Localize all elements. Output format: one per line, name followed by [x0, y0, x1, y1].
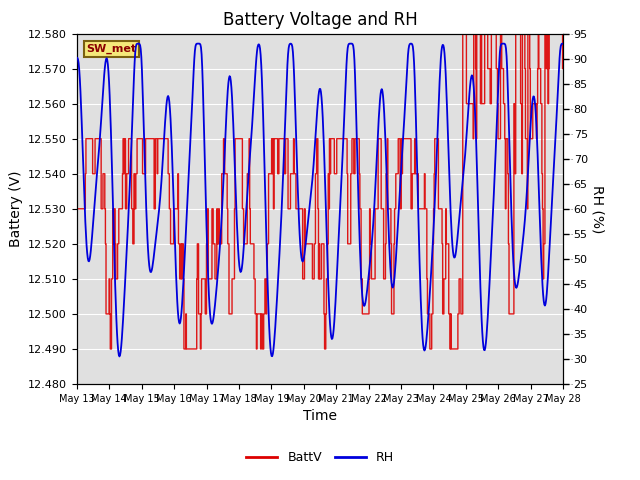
Y-axis label: RH (%): RH (%) [591, 185, 604, 233]
Y-axis label: Battery (V): Battery (V) [8, 170, 22, 247]
X-axis label: Time: Time [303, 409, 337, 423]
Text: SW_met: SW_met [86, 44, 137, 54]
Title: Battery Voltage and RH: Battery Voltage and RH [223, 11, 417, 29]
Legend: BattV, RH: BattV, RH [241, 446, 399, 469]
